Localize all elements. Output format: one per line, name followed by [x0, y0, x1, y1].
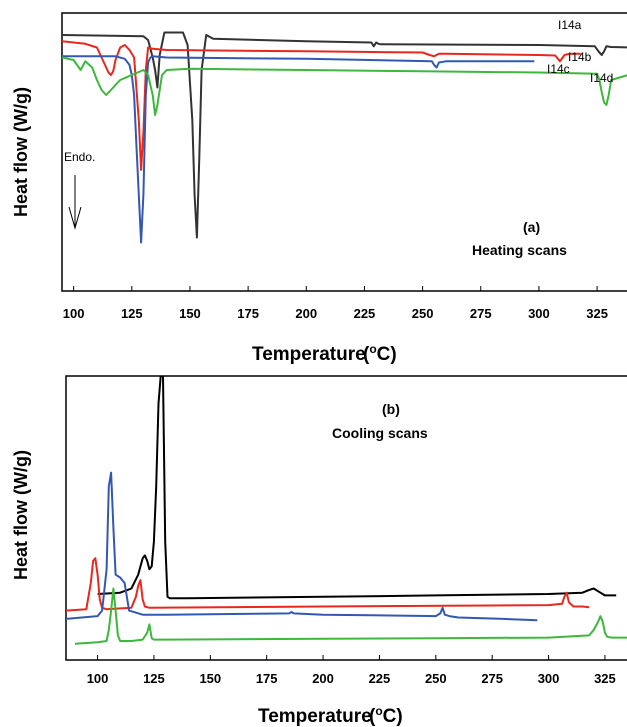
heating-panel: 100 125 150 175 200 225 250 275 300 325 I14aI14bI… — [11, 12, 627, 365]
heating-x-axis-label: Temperature — [252, 344, 366, 365]
cooling-panel-title: Cooling scans — [332, 425, 428, 441]
heating-x-tick-label: 250 — [412, 306, 434, 321]
heating-x-tick-label: 300 — [528, 306, 550, 321]
heating-x-ticks: 100 125 150 175 200 225 250 275 300 325 — [63, 286, 608, 321]
cooling-x-tick-label: 250 — [425, 671, 447, 686]
heating-x-axis-unit: (oC) — [363, 342, 397, 365]
cooling-x-tick-label: 200 — [312, 671, 334, 686]
heating-panel-title: Heating scans — [472, 242, 567, 258]
cooling-x-tick-label: 175 — [256, 671, 278, 686]
heating-curve-4 — [62, 56, 627, 116]
cooling-x-ticks: 100 125 150 175 200 225 250 275 300 325 — [87, 655, 616, 686]
cooling-x-tick-label: 275 — [481, 671, 503, 686]
heating-x-tick-label: 275 — [470, 306, 492, 321]
heating-panel-label: (a) — [523, 219, 540, 235]
endo-down-arrow — [68, 175, 82, 230]
cooling-x-tick-label: 125 — [143, 671, 165, 686]
cooling-curves — [66, 376, 627, 645]
heating-x-tick-label: 125 — [121, 306, 143, 321]
heating-y-axis-label: Heat flow (W/g) — [11, 87, 31, 217]
cooling-unit-degree: o — [375, 704, 382, 718]
heating-curve-1 — [62, 31, 627, 239]
cooling-panel: 100 125 150 175 200 225 250 275 300 325 Heat flow… — [11, 375, 627, 727]
heating-x-tick-label: 200 — [295, 306, 317, 321]
cooling-curve-4 — [74, 587, 627, 645]
endo-label: Endo. — [64, 150, 95, 164]
cooling-x-tick-label: 300 — [538, 671, 560, 686]
cooling-x-tick-label: 150 — [199, 671, 221, 686]
cooling-x-axis-unit: (oC) — [369, 704, 403, 727]
heating-curve-3 — [62, 55, 535, 244]
cooling-x-axis-label: Temperature — [258, 706, 372, 727]
heating-curve-2 — [62, 40, 581, 171]
heating-x-tick-label: 150 — [179, 306, 201, 321]
series-label-i14c: I14c — [547, 62, 570, 76]
cooling-curve-2 — [66, 557, 590, 612]
heating-x-tick-label: 325 — [586, 306, 608, 321]
cooling-curve-3 — [66, 471, 538, 622]
series-label-i14a: I14a — [558, 18, 582, 32]
series-label-i14b: I14b — [568, 50, 592, 64]
heating-x-tick-label: 100 — [63, 306, 85, 321]
heating-x-tick-label: 225 — [354, 306, 376, 321]
series-label-i14d: I14d — [590, 71, 613, 85]
cooling-x-tick-label: 100 — [87, 671, 109, 686]
heating-curves — [62, 31, 627, 244]
cooling-x-tick-label: 225 — [369, 671, 391, 686]
cooling-panel-label: (b) — [382, 401, 400, 417]
heating-unit-degree: o — [369, 342, 376, 356]
cooling-x-tick-label: 325 — [594, 671, 616, 686]
cooling-curve-1 — [97, 376, 617, 600]
heating-x-tick-label: 175 — [237, 306, 259, 321]
cooling-y-axis-label: Heat flow (W/g) — [11, 450, 31, 580]
heating-plot-frame — [61, 12, 627, 292]
cooling-plot-frame — [65, 375, 627, 661]
